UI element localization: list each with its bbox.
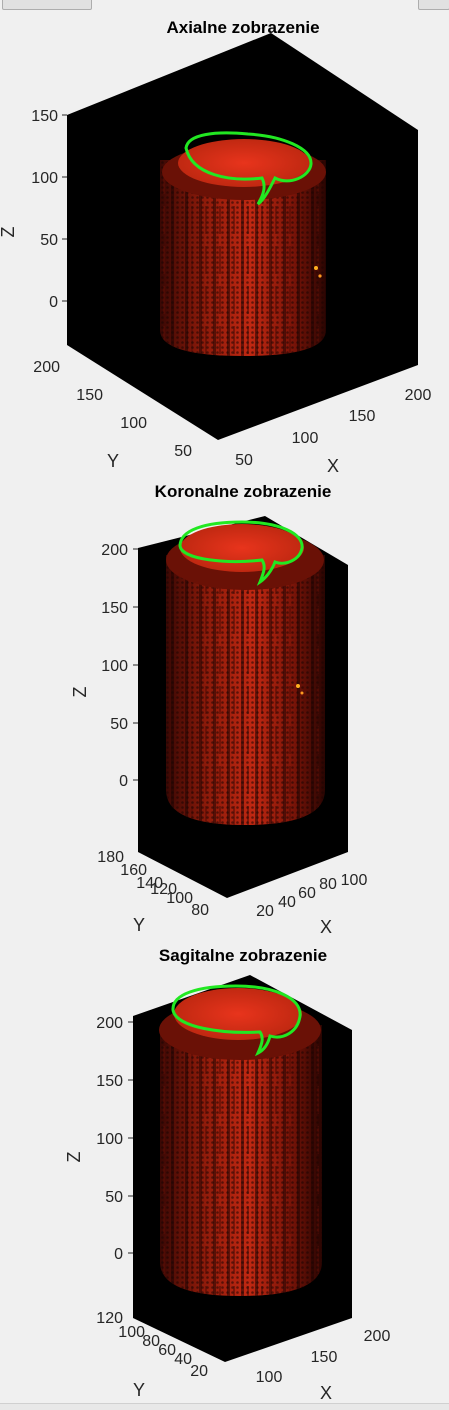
tick-label: 50 (105, 1189, 123, 1206)
z-axis-label-axial: Z (0, 227, 18, 238)
tick-label: 100 (96, 1131, 123, 1148)
tick-label: 100 (120, 415, 147, 432)
tick-label: 50 (110, 716, 128, 733)
tick-label: 160 (120, 862, 147, 879)
y-tick-labels-coronal: 180 160 140 120 100 80 (97, 849, 209, 919)
tick-label: 0 (119, 773, 128, 790)
roi-contour-axial (184, 131, 313, 206)
tick-label: 150 (349, 408, 376, 425)
chart-axial: Axialne zobrazenie 150 100 50 0 Z 200 15… (0, 18, 431, 476)
x-axis-label-sagittal: X (320, 1383, 332, 1403)
tick-label: 200 (364, 1328, 391, 1345)
tick-label: 200 (101, 542, 128, 559)
tick-label: 20 (190, 1363, 208, 1380)
tick-label: 150 (311, 1349, 338, 1366)
z-axis-label-coronal: Z (70, 687, 90, 698)
z-tick-labels-sagittal: 200 150 100 50 0 (96, 1015, 123, 1263)
tick-label: 80 (191, 902, 209, 919)
tick-label: 60 (298, 885, 316, 902)
x-tick-labels-axial: 50 100 150 200 (235, 387, 431, 469)
z-tick-labels-coronal: 200 150 100 50 0 (101, 542, 128, 790)
x-axis-label-axial: X (327, 456, 339, 476)
volume-cylinder-axial (160, 139, 326, 356)
window-top-bar (0, 0, 449, 10)
tick-label: 100 (166, 890, 193, 907)
y-axis-label-axial: Y (107, 451, 119, 471)
y-axis-label-sagittal: Y (133, 1380, 145, 1400)
tick-label: 200 (33, 359, 60, 376)
right-toolbar-button[interactable] (418, 0, 449, 10)
chart-title-axial: Axialne zobrazenie (166, 18, 319, 37)
tick-label: 80 (142, 1333, 160, 1350)
volume-cylinder-coronal (166, 524, 325, 825)
x-axis-label-coronal: X (320, 917, 332, 937)
chart-coronal: Koronalne zobrazenie 200 150 100 50 0 Z … (70, 482, 367, 937)
tick-label: 60 (158, 1342, 176, 1359)
tick-label: 100 (341, 872, 368, 889)
tick-label: 40 (174, 1351, 192, 1368)
z-axis-label-sagittal: Z (64, 1152, 84, 1163)
y-axis-label-coronal: Y (133, 915, 145, 935)
tick-label: 120 (150, 881, 177, 898)
y-tick-labels-sagittal: 120 100 80 60 40 20 (96, 1310, 208, 1380)
tick-label: 140 (136, 875, 163, 892)
tick-label: 200 (96, 1015, 123, 1032)
z-tick: 150 (31, 108, 58, 125)
left-toolbar-button[interactable] (2, 0, 92, 10)
tick-label: 180 (97, 849, 124, 866)
tick-label: 200 (405, 387, 432, 404)
y-tick-labels-axial: 200 150 100 50 (33, 359, 192, 460)
roi-contour-sagittal (171, 984, 302, 1057)
chart-title-sagittal: Sagitalne zobrazenie (159, 946, 327, 965)
tick-label: 150 (96, 1073, 123, 1090)
z-tick-labels-axial: 150 100 50 0 (31, 108, 58, 311)
z-tick: 0 (49, 294, 58, 311)
tick-label: 0 (114, 1246, 123, 1263)
z-tick: 50 (40, 232, 58, 249)
tick-label: 120 (96, 1310, 123, 1327)
tick-label: 80 (319, 876, 337, 893)
chart-title-coronal: Koronalne zobrazenie (155, 482, 332, 501)
tick-label: 50 (174, 443, 192, 460)
volume-cylinder-sagittal (159, 988, 322, 1296)
tick-label: 50 (235, 452, 253, 469)
tick-label: 20 (256, 903, 274, 920)
tick-label: 150 (76, 387, 103, 404)
chart-sagittal: Sagitalne zobrazenie 200 150 100 50 0 Z … (64, 946, 390, 1403)
tick-label: 150 (101, 600, 128, 617)
tick-label: 40 (278, 894, 296, 911)
window-bottom-bar (0, 1403, 449, 1410)
tick-label: 100 (256, 1369, 283, 1386)
tick-label: 100 (292, 430, 319, 447)
x-tick-labels-coronal: 20 40 60 80 100 (256, 872, 367, 920)
tick-label: 100 (118, 1324, 145, 1341)
roi-contour-coronal (178, 520, 304, 586)
tick-label: 100 (101, 658, 128, 675)
x-tick-labels-sagittal: 100 150 200 (256, 1328, 391, 1386)
z-tick: 100 (31, 170, 58, 187)
